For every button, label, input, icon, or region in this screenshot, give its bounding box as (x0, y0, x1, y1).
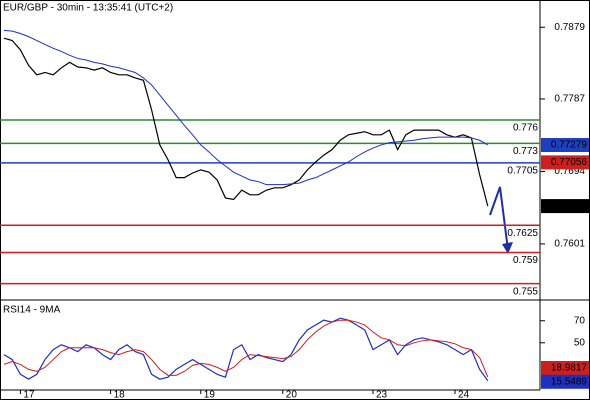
rsi-title: RSI14 - 9MA (3, 305, 61, 316)
rsi-value-label: 15.5489 (551, 376, 588, 387)
arrow-head (502, 242, 513, 254)
rsi-ma (3, 319, 489, 378)
x-tick-label: 24 (458, 390, 470, 400)
level-label: 0.759 (513, 255, 538, 266)
x-tick-label: 18 (114, 390, 126, 400)
price-marker-label: 0.77056 (551, 157, 588, 168)
y-tick-label: 70 (574, 315, 586, 326)
x-tick-label: 17 (23, 390, 35, 400)
price-marker (541, 138, 589, 153)
price-marker-label: 0.77279 (551, 140, 588, 151)
price-marker-label: 0.76495 (551, 201, 588, 212)
price-marker (541, 199, 589, 214)
rsi-value-box (541, 360, 589, 375)
rsi-value-label: 18.9817 (551, 363, 588, 374)
y-tick-label: 0.7694 (554, 166, 585, 177)
y-tick-label: 50 (574, 337, 586, 348)
level-label: 0.7625 (507, 228, 538, 239)
x-tick-label: 20 (286, 390, 298, 400)
price-line (3, 37, 489, 207)
level-label: 0.7705 (507, 165, 538, 176)
price-marker (541, 155, 589, 170)
y-tick-label: 0.7879 (554, 22, 585, 33)
x-tick-label: 23 (376, 390, 388, 400)
rsi-line (3, 317, 489, 382)
rsi-value-box (541, 374, 589, 389)
chart-title: EUR/GBP - 30min - 13:35:41 (UTC+2) (3, 3, 173, 14)
x-tick-label: 19 (204, 390, 216, 400)
level-label: 0.755 (513, 286, 538, 297)
moving-average (3, 29, 489, 186)
y-tick-label: 0.7601 (554, 239, 585, 250)
forecast-arrow (489, 186, 509, 251)
y-tick-label: 0.7787 (554, 94, 585, 105)
level-label: 0.773 (513, 146, 538, 157)
level-label: 0.776 (513, 123, 538, 134)
